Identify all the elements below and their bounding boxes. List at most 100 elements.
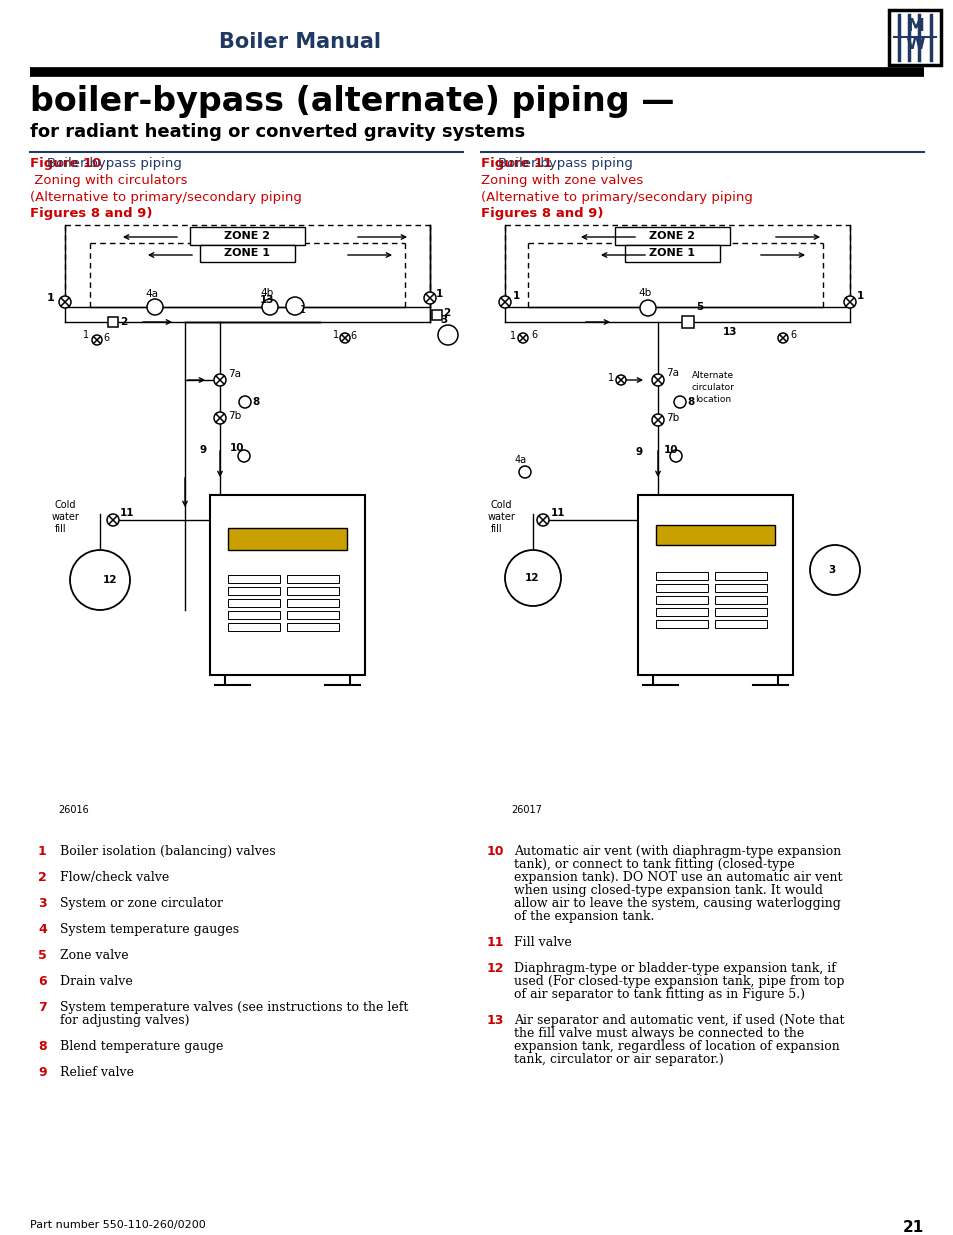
Circle shape	[91, 335, 102, 345]
Bar	[656, 608, 707, 616]
Bar	[287, 611, 338, 619]
Bar	[681, 316, 693, 329]
Bar	[287, 587, 338, 595]
Bar	[108, 317, 118, 327]
Text: of the expansion tank.: of the expansion tank.	[514, 910, 654, 923]
Text: Boiler isolation (balancing) valves: Boiler isolation (balancing) valves	[60, 845, 275, 858]
Bar	[228, 529, 347, 550]
Text: for radiant heating or converted gravity systems: for radiant heating or converted gravity…	[30, 124, 525, 141]
Text: used (For closed-type expansion tank, pipe from top: used (For closed-type expansion tank, pi…	[514, 974, 843, 988]
Text: Automatic air vent (with diaphragm-type expansion: Automatic air vent (with diaphragm-type …	[514, 845, 841, 858]
Circle shape	[237, 450, 250, 462]
Bar	[714, 584, 766, 592]
Text: 1: 1	[510, 331, 516, 341]
Text: 9: 9	[200, 445, 207, 454]
Circle shape	[639, 300, 656, 316]
Bar	[190, 227, 305, 245]
Text: of air separator to tank fitting as in Figure 5.): of air separator to tank fitting as in F…	[514, 988, 804, 1002]
Text: Figures 8 and 9): Figures 8 and 9)	[30, 207, 152, 220]
Bar	[656, 572, 707, 580]
Circle shape	[498, 296, 511, 308]
Text: 1: 1	[38, 845, 47, 858]
Bar	[714, 608, 766, 616]
Bar	[228, 576, 280, 583]
Text: ZONE 1: ZONE 1	[224, 248, 271, 258]
Text: 7a: 7a	[228, 369, 241, 379]
Text: Figure 11: Figure 11	[480, 157, 552, 170]
Text: ZONE 1: ZONE 1	[649, 248, 695, 258]
Text: Boiler Manual: Boiler Manual	[219, 32, 380, 52]
Bar	[228, 599, 280, 606]
Text: Blend temperature gauge: Blend temperature gauge	[60, 1040, 223, 1053]
Text: System or zone circulator: System or zone circulator	[60, 897, 223, 910]
Circle shape	[843, 296, 855, 308]
Bar	[228, 587, 280, 595]
Text: Drain valve: Drain valve	[60, 974, 132, 988]
Text: 13: 13	[722, 327, 737, 337]
Circle shape	[286, 296, 304, 315]
Text: 1: 1	[607, 373, 614, 383]
Text: 7b: 7b	[228, 411, 241, 421]
Text: 6: 6	[38, 974, 47, 988]
Text: Figure 10: Figure 10	[30, 157, 101, 170]
Bar	[714, 572, 766, 580]
Text: fill: fill	[491, 524, 502, 534]
Text: 6: 6	[103, 333, 109, 343]
Text: Cold: Cold	[491, 500, 512, 510]
Text: 11: 11	[551, 508, 565, 517]
Circle shape	[669, 450, 681, 462]
Text: 1: 1	[83, 330, 89, 340]
Text: expansion tank, regardless of location of expansion: expansion tank, regardless of location o…	[514, 1040, 839, 1053]
Text: 12: 12	[486, 962, 504, 974]
Text: expansion tank). DO NOT use an automatic air vent: expansion tank). DO NOT use an automatic…	[514, 871, 841, 884]
Text: Relief valve: Relief valve	[60, 1066, 133, 1079]
Text: Fill valve: Fill valve	[514, 936, 571, 948]
Text: 7a: 7a	[665, 368, 679, 378]
Bar	[624, 245, 720, 262]
Bar	[656, 597, 707, 604]
Text: 8: 8	[686, 396, 694, 408]
Text: circulator: circulator	[691, 383, 734, 391]
Text: 4a: 4a	[515, 454, 527, 466]
Text: 5: 5	[38, 948, 47, 962]
Circle shape	[147, 299, 163, 315]
Circle shape	[778, 333, 787, 343]
Bar	[432, 310, 441, 320]
Text: 1: 1	[333, 330, 338, 340]
Text: 10: 10	[486, 845, 504, 858]
Text: Zoning with circulators: Zoning with circulators	[30, 174, 188, 186]
Bar	[287, 576, 338, 583]
Text: (Alternative to primary/secondary piping: (Alternative to primary/secondary piping	[480, 191, 752, 204]
Circle shape	[213, 412, 226, 424]
Bar	[287, 622, 338, 631]
Bar	[228, 622, 280, 631]
Text: the fill valve must always be connected to the: the fill valve must always be connected …	[514, 1028, 803, 1040]
Bar	[656, 525, 774, 545]
Text: 5: 5	[696, 303, 702, 312]
Text: 11: 11	[486, 936, 504, 948]
Circle shape	[537, 514, 548, 526]
Text: 2: 2	[38, 871, 47, 884]
Text: Part number 550-110-260/0200: Part number 550-110-260/0200	[30, 1220, 206, 1230]
Text: tank), or connect to tank fitting (closed-type: tank), or connect to tank fitting (close…	[514, 858, 794, 871]
Text: 26017: 26017	[511, 805, 541, 815]
Text: 1: 1	[47, 293, 54, 303]
Text: Cold: Cold	[55, 500, 76, 510]
Circle shape	[213, 374, 226, 387]
Text: 21: 21	[902, 1220, 923, 1235]
Text: 12: 12	[524, 573, 539, 583]
Bar	[656, 620, 707, 629]
Circle shape	[518, 466, 531, 478]
Bar	[228, 611, 280, 619]
Circle shape	[517, 333, 527, 343]
Circle shape	[437, 325, 457, 345]
Bar	[200, 245, 294, 262]
Text: 7b: 7b	[665, 412, 679, 424]
Circle shape	[107, 514, 119, 526]
Text: water: water	[52, 513, 80, 522]
Text: 13: 13	[260, 295, 274, 305]
Text: 1: 1	[513, 291, 519, 301]
Text: System temperature gauges: System temperature gauges	[60, 923, 239, 936]
Bar	[714, 620, 766, 629]
Text: 3: 3	[827, 564, 835, 576]
